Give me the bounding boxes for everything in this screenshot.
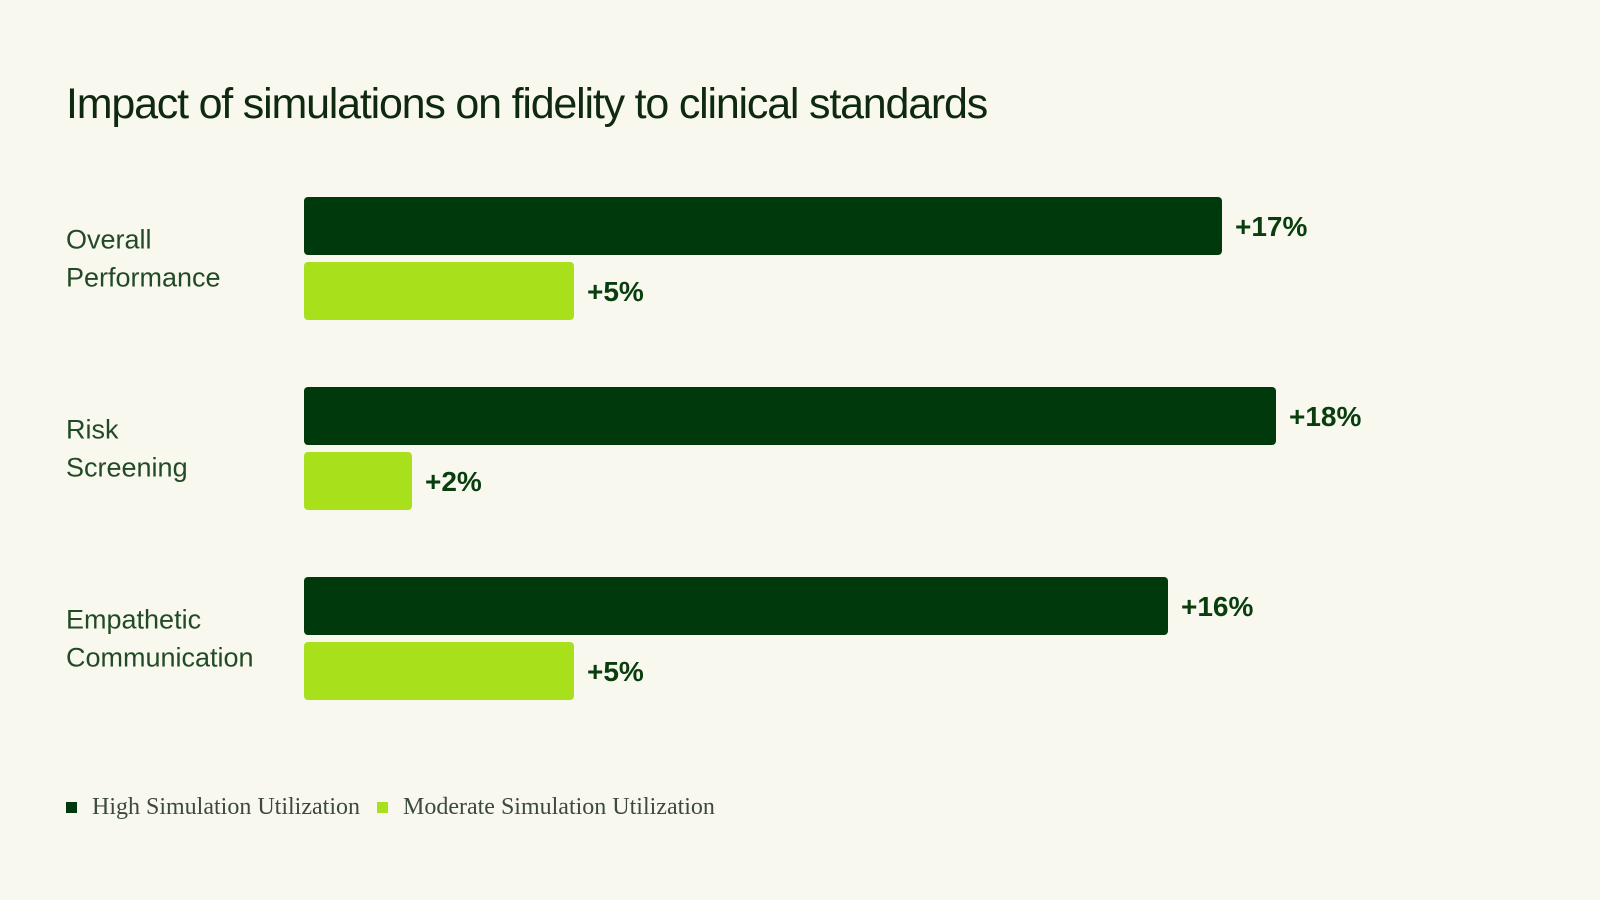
legend-label-moderate: Moderate Simulation Utilization xyxy=(402,794,715,820)
category-label-line: Communication xyxy=(66,643,254,673)
bar-value-label: +5% xyxy=(587,656,644,687)
bar-moderate xyxy=(304,452,412,510)
bar-moderate xyxy=(304,642,574,700)
bar-value-label: +16% xyxy=(1181,591,1253,622)
legend-item-high: High Simulation Utilization xyxy=(66,794,360,821)
bar-value-label: +2% xyxy=(425,466,482,497)
category-label-line: Risk xyxy=(66,415,119,445)
category-label: Overall Performance xyxy=(66,225,221,293)
legend-swatch-high xyxy=(66,802,77,813)
category-label: Risk Screening xyxy=(66,415,188,483)
legend-item-moderate: Moderate Simulation Utilization xyxy=(376,794,715,821)
legend-label-high: High Simulation Utilization xyxy=(92,794,360,820)
chart-legend: High Simulation Utilization Moderate Sim… xyxy=(66,794,732,821)
chart-title: Impact of simulations on fidelity to cli… xyxy=(66,80,988,128)
bar-value-label: +17% xyxy=(1235,211,1307,242)
category-label: Empathetic Communication xyxy=(66,605,254,673)
bar-value-label: +5% xyxy=(587,276,644,307)
bar-value-label: +18% xyxy=(1289,401,1361,432)
bar-high xyxy=(304,387,1276,445)
category-label-line: Empathetic xyxy=(66,605,201,635)
category-label-line: Overall xyxy=(66,225,152,255)
category-label-line: Performance xyxy=(66,263,221,293)
legend-swatch-moderate xyxy=(376,802,388,813)
category-label-line: Screening xyxy=(66,453,188,483)
bar-chart: Overall Performance +17% +5% Risk Screening +1… xyxy=(66,197,1361,700)
bar-high xyxy=(304,197,1222,255)
bar-moderate xyxy=(304,262,574,320)
bar-high xyxy=(304,577,1168,635)
